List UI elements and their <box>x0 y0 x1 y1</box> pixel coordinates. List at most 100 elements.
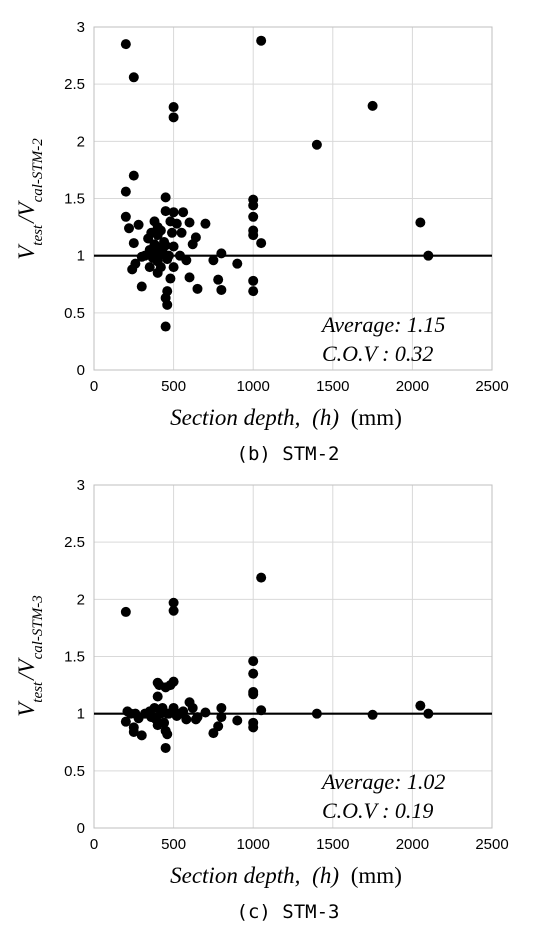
data-point <box>160 742 171 753</box>
y-axis-label: Vtest/Vcal-STM-3 <box>14 595 46 717</box>
data-point <box>168 102 179 113</box>
data-point <box>181 714 192 725</box>
data-point <box>168 597 179 608</box>
x-axis-label: Section depth, (h) (mm) <box>170 863 402 888</box>
y-tick-labels: 0 0.5 1 1.5 2 2.5 3 <box>64 19 85 379</box>
x-tick-label: 0 <box>90 378 98 395</box>
data-point <box>248 689 259 700</box>
data-points <box>120 572 434 753</box>
x-tick-label: 2000 <box>396 378 429 395</box>
data-point <box>144 262 155 273</box>
data-point <box>168 207 179 218</box>
y-tick-label: 1.5 <box>64 649 85 666</box>
data-point <box>415 217 426 228</box>
data-point <box>133 219 144 230</box>
data-point <box>155 262 166 273</box>
y-tick-label: 2 <box>77 133 85 150</box>
data-point <box>200 707 211 718</box>
y-tick-label: 0.5 <box>64 763 85 780</box>
data-point <box>256 238 267 249</box>
data-points <box>120 35 434 332</box>
data-point <box>124 223 135 234</box>
data-point <box>415 700 426 711</box>
data-point <box>168 605 179 616</box>
data-point <box>162 299 173 310</box>
data-point <box>178 207 189 218</box>
data-point <box>128 72 139 83</box>
data-point <box>120 186 131 197</box>
data-point <box>232 258 243 269</box>
y-axis-label: Vtest/Vcal-STM-2 <box>14 138 46 260</box>
chart-stm-2: 0 0.5 1 1.5 2 2.5 3 0 500 1000 1500 2000 2500 Avera… <box>14 19 509 465</box>
y-tick-label: 0 <box>77 820 85 837</box>
data-point <box>216 284 227 295</box>
data-point <box>162 286 173 297</box>
data-point <box>248 656 259 667</box>
y-tick-label: 0 <box>77 362 85 379</box>
data-point <box>162 254 173 265</box>
x-tick-label: 2500 <box>475 378 508 395</box>
y-tick-label: 1 <box>77 706 85 723</box>
data-point <box>256 572 267 583</box>
data-point <box>213 721 224 732</box>
x-tick-label: 1000 <box>237 378 270 395</box>
data-point <box>423 708 434 719</box>
x-tick-label: 1000 <box>237 836 270 853</box>
data-point <box>120 39 131 50</box>
data-point <box>311 708 322 719</box>
data-point <box>200 218 211 229</box>
data-point <box>216 702 227 713</box>
data-point <box>130 258 141 269</box>
data-point <box>120 211 131 222</box>
y-tick-label: 3 <box>77 19 85 36</box>
data-point <box>232 715 243 726</box>
y-tick-label: 0.5 <box>64 305 85 322</box>
x-tick-labels: 0 500 1000 1500 2000 2500 <box>90 378 509 395</box>
data-point <box>128 726 139 737</box>
data-point <box>190 232 201 243</box>
data-point <box>248 211 259 222</box>
data-point <box>149 702 160 713</box>
y-tick-label: 2 <box>77 591 85 608</box>
data-point <box>256 705 267 716</box>
data-point <box>192 712 203 723</box>
data-point <box>311 139 322 150</box>
data-point <box>171 218 182 229</box>
x-tick-label: 2000 <box>396 836 429 853</box>
data-point <box>248 286 259 297</box>
data-point <box>167 227 178 238</box>
y-tick-label: 1 <box>77 248 85 265</box>
y-tick-labels: 0 0.5 1 1.5 2 2.5 3 <box>64 477 85 837</box>
x-tick-label: 1500 <box>316 836 349 853</box>
data-point <box>168 112 179 123</box>
data-point <box>128 238 139 249</box>
data-point <box>367 709 378 720</box>
data-point <box>181 255 192 266</box>
chart-caption: (b) STM-2 <box>237 443 340 465</box>
annotation-cov: C.O.V : 0.19 <box>322 798 433 823</box>
x-axis-label: Section depth, (h) (mm) <box>170 405 402 430</box>
data-point <box>162 729 173 740</box>
data-point <box>178 706 189 717</box>
y-tick-label: 3 <box>77 477 85 494</box>
x-tick-label: 1500 <box>316 378 349 395</box>
data-point <box>176 227 187 238</box>
data-point <box>168 241 179 252</box>
annotation-average: Average: 1.02 <box>320 769 445 794</box>
plot-frame <box>93 484 493 829</box>
data-point <box>128 170 139 181</box>
data-point <box>248 225 259 236</box>
data-point <box>213 274 224 285</box>
data-point <box>160 321 171 332</box>
data-point <box>136 281 147 292</box>
data-point <box>184 272 195 283</box>
x-tick-label: 500 <box>161 378 186 395</box>
data-point <box>248 275 259 286</box>
data-point <box>367 100 378 111</box>
y-tick-label: 2.5 <box>64 534 85 551</box>
data-point <box>136 730 147 741</box>
data-point <box>216 248 227 259</box>
annotation-cov: C.O.V : 0.32 <box>322 341 433 366</box>
data-point <box>248 200 259 211</box>
